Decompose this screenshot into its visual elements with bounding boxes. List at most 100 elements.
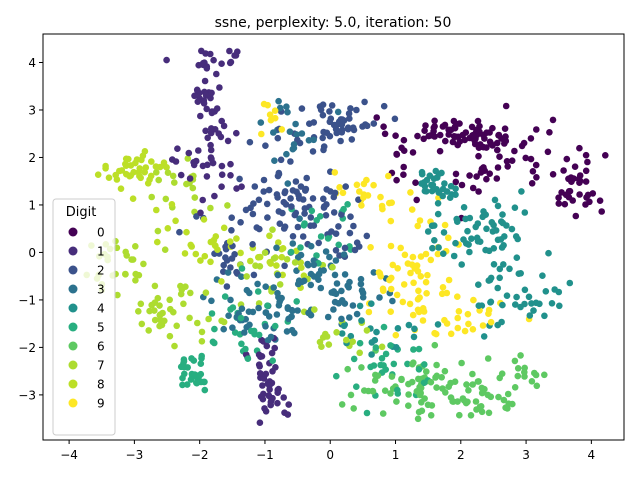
data-point-digit-2 xyxy=(301,205,309,212)
data-point-digit-1 xyxy=(207,50,214,58)
data-point-digit-1 xyxy=(200,100,208,107)
data-point-digit-7 xyxy=(356,349,364,357)
data-point-digit-1 xyxy=(226,47,233,55)
data-point-digit-7 xyxy=(198,328,206,336)
data-point-digit-0 xyxy=(602,152,609,159)
data-point-digit-4 xyxy=(430,175,438,182)
data-point-digit-6 xyxy=(433,361,440,369)
y-axis-ticks: −3 −2 −1 0 1 2 3 4 xyxy=(18,56,43,402)
data-point-digit-4 xyxy=(536,300,543,308)
data-point-digit-9 xyxy=(392,331,400,339)
data-point-digit-0 xyxy=(562,191,570,199)
data-point-digit-0 xyxy=(445,126,452,134)
legend-label-5: 5 xyxy=(97,321,105,335)
data-point-digit-2 xyxy=(298,105,306,112)
data-point-digit-3 xyxy=(249,308,257,316)
axes-frame xyxy=(42,33,625,441)
data-point-digit-3 xyxy=(238,305,246,313)
data-point-digit-7 xyxy=(180,300,187,308)
data-point-digit-9 xyxy=(387,242,395,250)
data-point-digit-8 xyxy=(118,167,126,174)
data-point-digit-7 xyxy=(198,338,206,345)
data-point-digit-8 xyxy=(135,169,142,176)
data-point-digit-6 xyxy=(511,357,519,365)
data-point-digit-4 xyxy=(453,215,461,223)
data-point-digit-6 xyxy=(531,369,538,377)
data-point-digit-7 xyxy=(151,316,159,324)
data-point-digit-0 xyxy=(495,131,503,139)
data-point-digit-5 xyxy=(183,381,191,388)
data-point-digit-2 xyxy=(327,115,335,122)
data-point-digit-6 xyxy=(393,398,400,405)
data-point-digit-3 xyxy=(284,180,292,187)
data-point-digit-3 xyxy=(276,104,284,112)
y-tick-label: 1 xyxy=(28,198,36,212)
data-point-digit-6 xyxy=(476,403,484,411)
data-point-digit-7 xyxy=(171,179,178,186)
data-point-digit-6 xyxy=(509,400,516,408)
data-point-digit-9 xyxy=(386,199,393,207)
data-point-digit-6 xyxy=(431,341,439,349)
data-point-digit-3 xyxy=(335,300,343,307)
data-point-digit-0 xyxy=(400,171,407,178)
data-point-digit-8 xyxy=(139,152,147,160)
data-point-digit-1 xyxy=(203,65,211,72)
data-point-digit-1 xyxy=(227,172,234,179)
data-point-digit-7 xyxy=(205,315,212,323)
data-point-digit-3 xyxy=(330,306,337,313)
data-point-digit-4 xyxy=(494,202,502,210)
data-point-digit-7 xyxy=(194,319,201,327)
data-point-digit-9 xyxy=(419,317,427,324)
data-point-digit-4 xyxy=(528,300,535,307)
data-point-digit-4 xyxy=(525,293,533,301)
data-point-digit-8 xyxy=(130,168,137,176)
data-point-digit-9 xyxy=(464,310,472,318)
data-point-digit-0 xyxy=(560,167,567,174)
data-point-digit-9 xyxy=(358,202,365,209)
legend-marker-8 xyxy=(68,379,78,389)
data-point-digit-4 xyxy=(542,288,550,295)
data-point-digit-6 xyxy=(485,409,493,417)
data-point-digit-2 xyxy=(310,119,318,126)
data-point-digit-2 xyxy=(236,175,243,183)
data-point-digit-2 xyxy=(309,195,317,202)
data-point-digit-7 xyxy=(114,291,121,299)
data-point-digit-0 xyxy=(477,141,484,148)
y-tick-label: 2 xyxy=(28,151,36,165)
data-point-digit-1 xyxy=(259,395,267,403)
data-point-digit-7 xyxy=(349,338,357,346)
data-point-digit-8 xyxy=(164,225,172,232)
data-point-digit-6 xyxy=(405,402,412,410)
data-point-digit-1 xyxy=(208,89,215,97)
data-point-digit-5 xyxy=(187,376,195,383)
data-point-digit-0 xyxy=(576,191,583,198)
data-point-digit-5 xyxy=(196,372,203,379)
data-point-digit-2 xyxy=(341,244,349,252)
data-point-digit-4 xyxy=(503,292,511,300)
data-point-digit-3 xyxy=(288,326,296,334)
data-point-digit-4 xyxy=(521,286,529,294)
data-point-digit-0 xyxy=(458,181,466,189)
data-point-digit-9 xyxy=(470,296,477,304)
data-point-digit-0 xyxy=(381,130,389,138)
data-point-digit-6 xyxy=(358,364,365,371)
data-point-digit-9 xyxy=(408,206,416,213)
legend-label-8: 8 xyxy=(97,378,105,392)
data-point-digit-7 xyxy=(323,333,331,340)
data-point-digit-4 xyxy=(452,239,459,247)
data-point-digit-7 xyxy=(218,317,225,325)
data-point-digit-0 xyxy=(546,129,553,136)
data-point-digit-6 xyxy=(421,395,428,402)
data-point-digit-3 xyxy=(357,280,365,288)
data-point-digit-9 xyxy=(424,271,431,279)
data-point-digit-9 xyxy=(399,298,407,306)
data-point-digit-0 xyxy=(430,127,437,135)
data-point-digit-1 xyxy=(190,161,198,169)
data-point-digit-3 xyxy=(305,309,312,317)
data-point-digit-4 xyxy=(434,321,442,328)
data-point-digit-4 xyxy=(368,300,375,308)
y-tick-label: 3 xyxy=(28,103,36,117)
data-point-digit-3 xyxy=(293,131,301,138)
data-point-digit-6 xyxy=(447,379,454,387)
data-point-digit-4 xyxy=(423,188,430,195)
